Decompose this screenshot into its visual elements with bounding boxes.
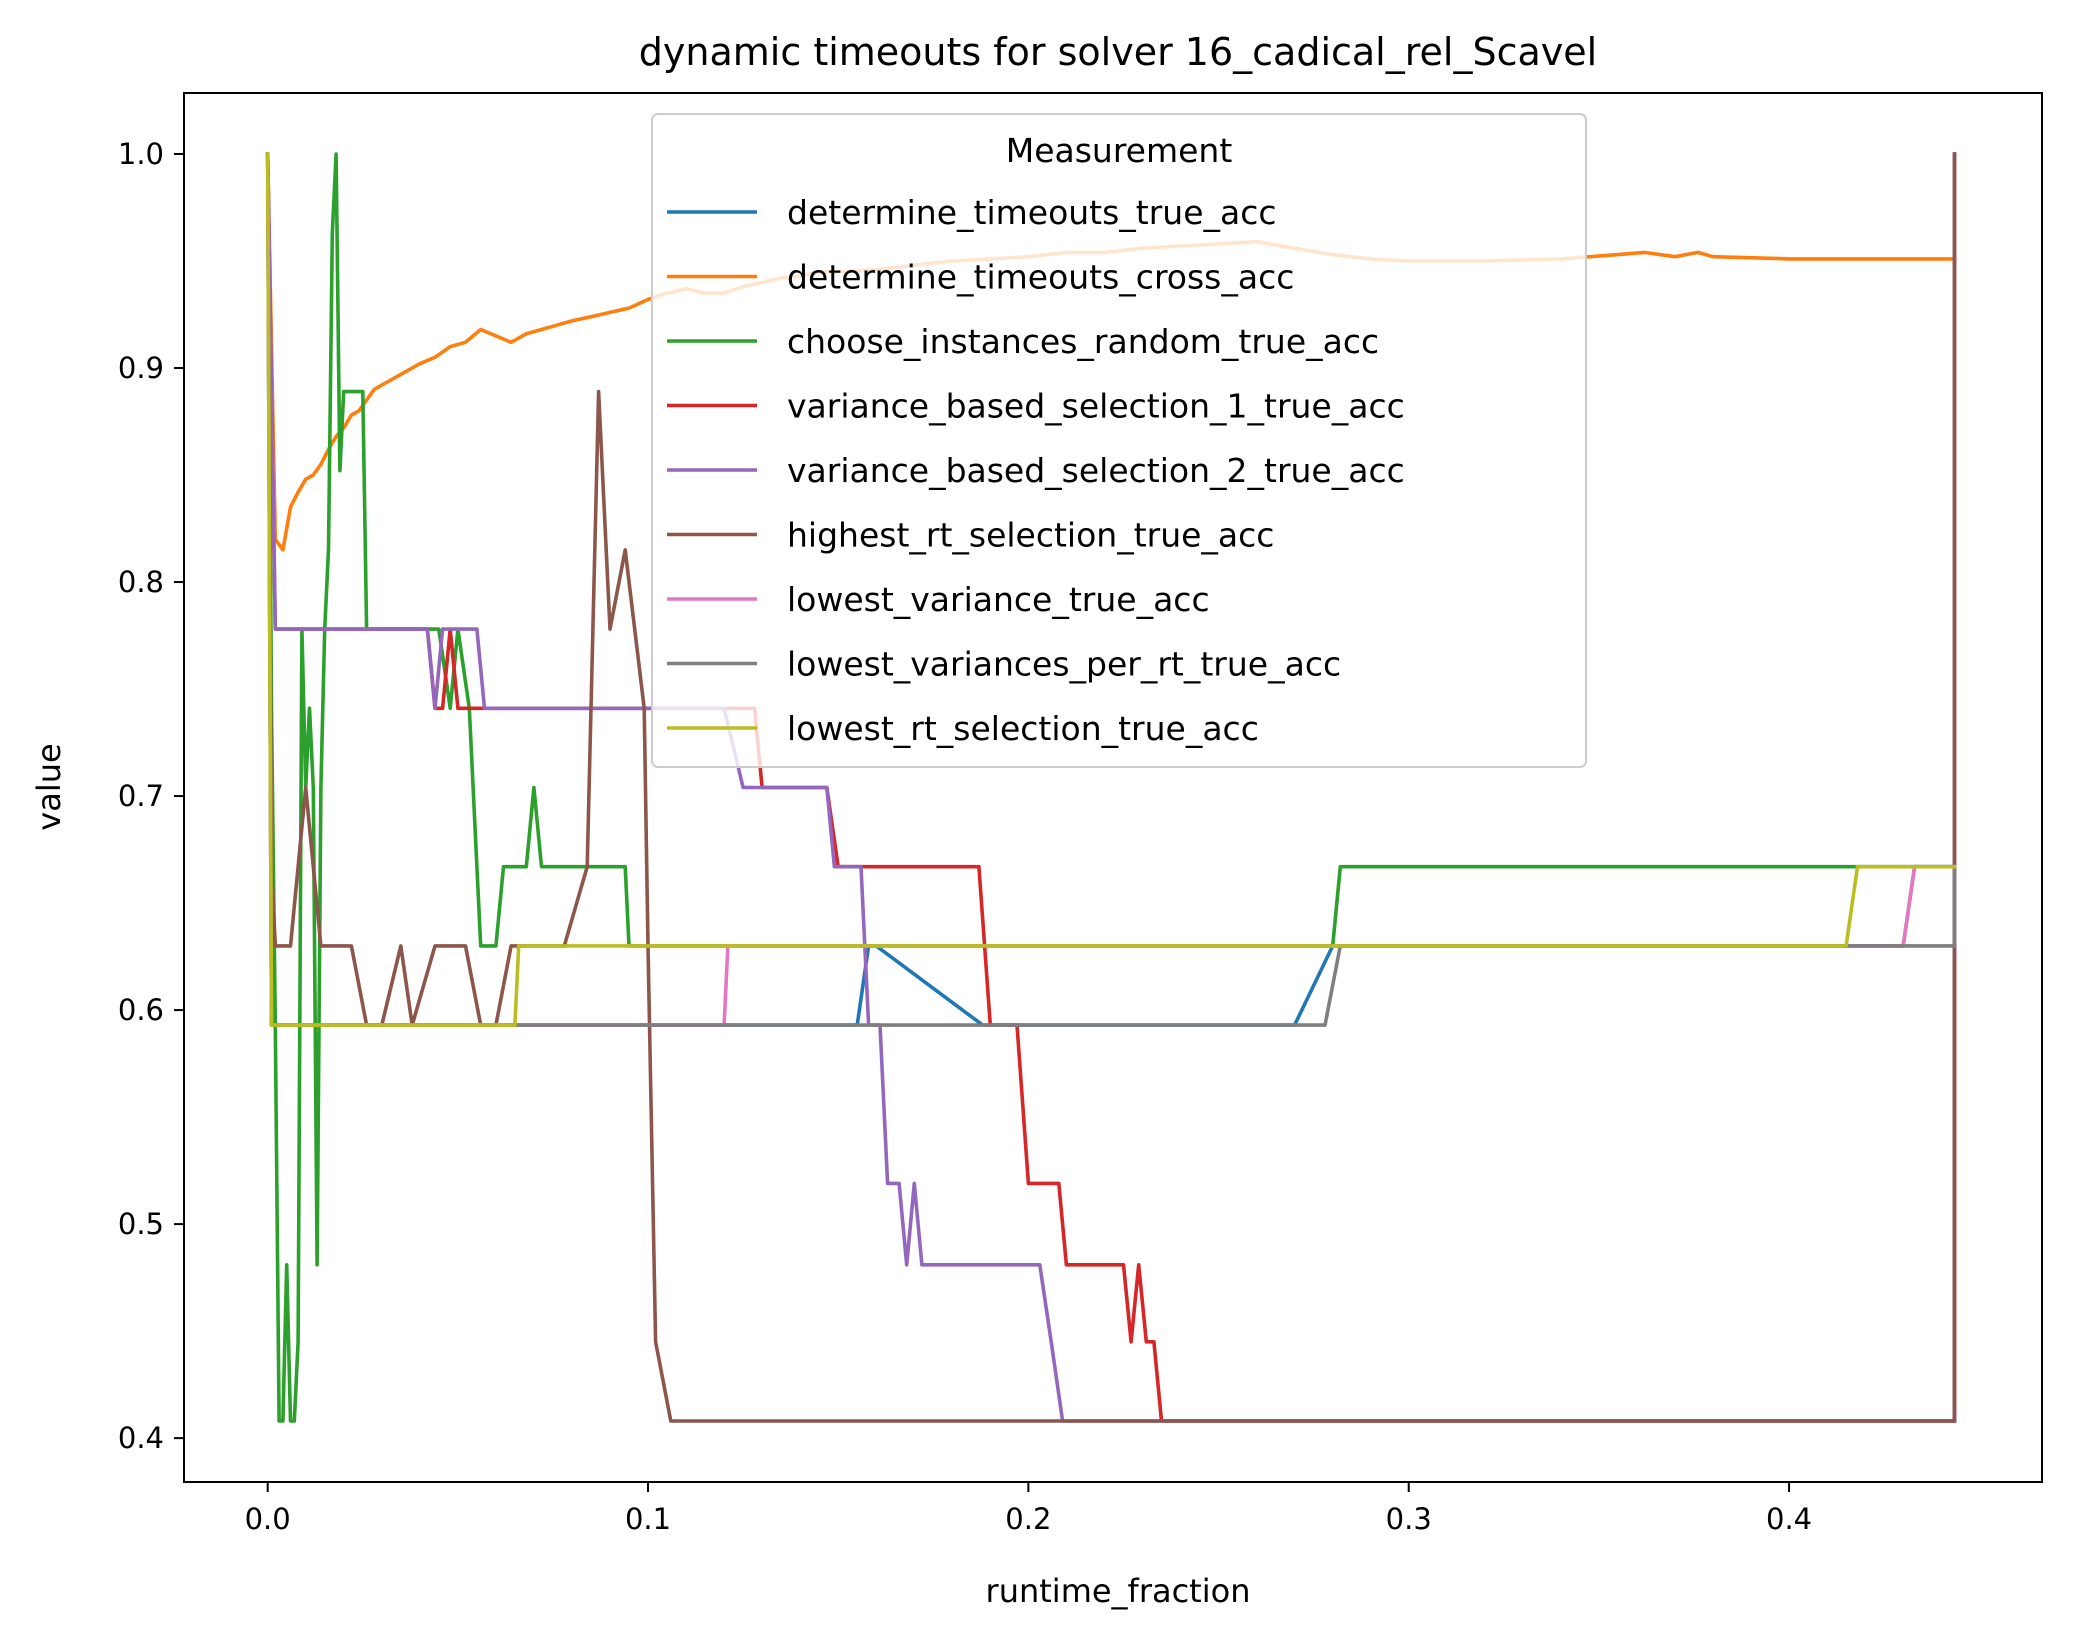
y-tick-label: 0.7 [118, 779, 164, 813]
x-axis: 0.0 0.1 0.2 0.3 0.4 [245, 1482, 1812, 1536]
legend-label-0: determine_timeouts_true_acc [787, 193, 1277, 232]
legend-label-3: variance_based_selection_1_true_acc [787, 387, 1405, 426]
legend-label-4: variance_based_selection_2_true_acc [787, 451, 1405, 490]
x-tick-label: 0.1 [625, 1502, 671, 1536]
series-line-8 [265, 152, 1957, 1027]
chart-title: dynamic timeouts for solver 16_cadical_r… [639, 30, 1597, 74]
legend-label-2: choose_instances_random_true_acc [787, 322, 1379, 361]
legend: Measurement determine_timeouts_true_accd… [651, 113, 1587, 768]
y-tick-label: 1.0 [118, 137, 164, 171]
y-axis-label: value [30, 743, 68, 830]
y-tick-label: 0.5 [118, 1207, 164, 1241]
plot-frame [183, 92, 2043, 1483]
series-line-2 [265, 152, 1957, 1423]
x-tick-label: 0.3 [1386, 1502, 1432, 1536]
y-tick-label: 0.9 [118, 351, 164, 385]
x-axis-label: runtime_fraction [986, 1572, 1251, 1610]
legend-label-7: lowest_variances_per_rt_true_acc [787, 645, 1341, 684]
x-tick-label: 0.4 [1766, 1502, 1812, 1536]
x-tick-label: 0.2 [1005, 1502, 1051, 1536]
series-line-4 [265, 152, 1957, 1423]
legend-title: Measurement [1006, 131, 1233, 170]
y-tick-label: 0.6 [118, 993, 164, 1027]
y-axis: 0.4 0.5 0.6 0.7 0.8 0.9 1.0 [118, 137, 184, 1455]
y-tick-label: 0.4 [118, 1421, 164, 1455]
series-line-5 [265, 152, 1957, 1423]
y-tick-label: 0.8 [118, 565, 164, 599]
legend-box [651, 113, 1587, 768]
x-tick-label: 0.0 [245, 1502, 291, 1536]
legend-label-6: lowest_variance_true_acc [787, 580, 1210, 619]
legend-label-8: lowest_rt_selection_true_acc [787, 709, 1259, 748]
legend-label-5: highest_rt_selection_true_acc [787, 516, 1274, 555]
legend-label-1: determine_timeouts_cross_acc [787, 258, 1294, 297]
